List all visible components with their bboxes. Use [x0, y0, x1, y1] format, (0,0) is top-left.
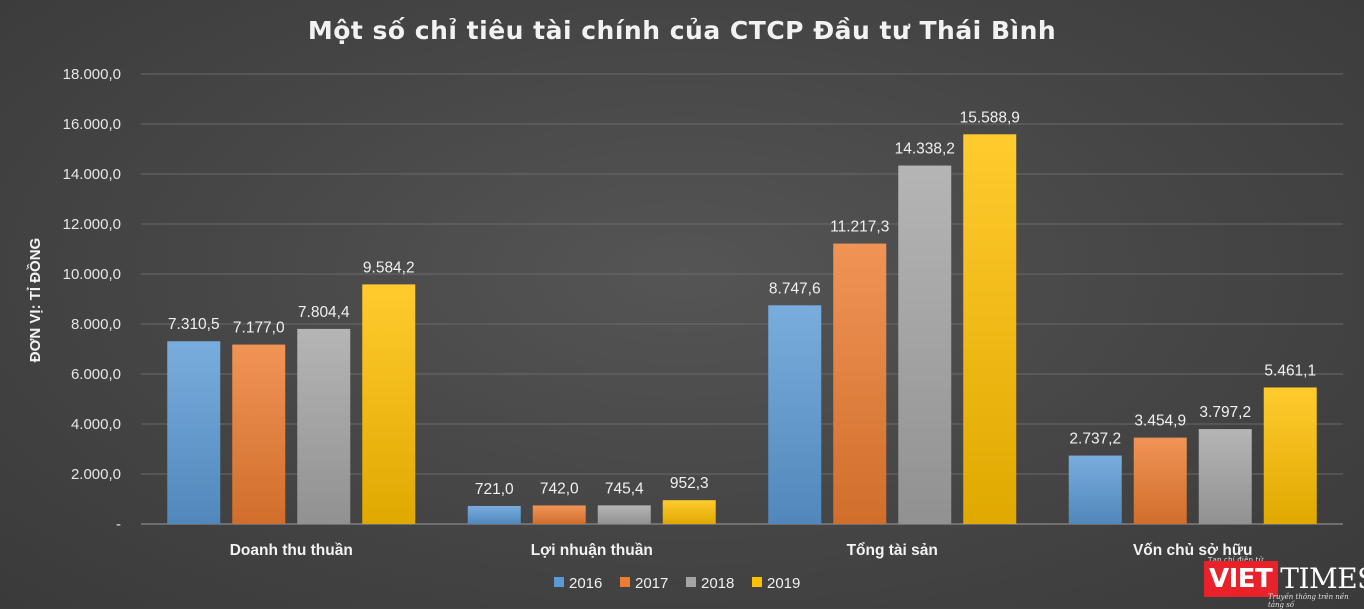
bar-2019	[662, 500, 716, 524]
logo-times-text: TIMES	[1280, 562, 1364, 595]
viettimes-logo: VIET TIMES	[1204, 561, 1364, 597]
data-label: 742,0	[540, 480, 579, 497]
legend-label: 2016	[569, 575, 602, 592]
x-tick-label: Doanh thu thuần	[230, 542, 353, 559]
bar-2017	[532, 505, 586, 524]
data-label: 2.737,2	[1069, 431, 1121, 448]
watermark-small-text: Tạp chí điện tử	[1208, 556, 1264, 564]
y-tick-label: 4.000,0	[71, 416, 121, 433]
bar-2019	[362, 284, 416, 524]
data-label: 14.338,2	[895, 141, 955, 158]
y-tick-label: 10.000,0	[63, 266, 121, 283]
y-tick-label: 16.000,0	[63, 116, 121, 133]
bar-2017	[232, 344, 286, 524]
y-tick-label: 14.000,0	[63, 166, 121, 183]
bar-2017	[833, 243, 887, 524]
data-label: 721,0	[475, 481, 514, 498]
data-label: 7.804,4	[298, 304, 350, 321]
bar-2018	[297, 328, 351, 524]
x-tick-label: Vốn chủ sở hữu	[1133, 542, 1253, 559]
legend-label: 2019	[767, 575, 800, 592]
logo-viet-text: VIET	[1204, 561, 1279, 597]
bar-2016	[768, 305, 822, 524]
data-label: 745,4	[605, 480, 644, 497]
legend-swatch	[752, 577, 762, 587]
bar-2018	[1198, 429, 1252, 524]
legend-swatch	[686, 577, 696, 587]
bar-2019	[963, 134, 1017, 524]
data-label: 3.797,2	[1199, 404, 1251, 421]
data-label: 952,3	[670, 475, 709, 492]
x-tick-label: Tổng tài sản	[847, 542, 938, 559]
y-tick-label: 6.000,0	[71, 366, 121, 383]
y-tick-label: 2.000,0	[71, 466, 121, 483]
chart-title: Một số chỉ tiêu tài chính của CTCP Đầu t…	[308, 16, 1056, 45]
legend-swatch	[620, 577, 630, 587]
data-label: 8.747,6	[769, 280, 821, 297]
y-tick-label: 8.000,0	[71, 316, 121, 333]
bar-2019	[1263, 387, 1317, 524]
bar-2018	[597, 505, 651, 524]
watermark-tagline: Truyền thông trên nền tảng số	[1268, 593, 1349, 609]
bar-2018	[898, 165, 952, 525]
data-label: 5.461,1	[1264, 362, 1316, 379]
legend-label: 2017	[635, 575, 668, 592]
data-label: 11.217,3	[830, 219, 889, 236]
x-tick-label: Lợi nhuận thuần	[531, 542, 653, 559]
data-label: 7.177,0	[233, 320, 285, 337]
bar-2016	[167, 341, 221, 524]
legend-swatch	[554, 577, 564, 587]
y-tick-label: 18.000,0	[63, 66, 121, 83]
bar-2016	[467, 505, 521, 524]
data-label: 9.584,2	[363, 259, 415, 276]
data-label: 15.588,9	[960, 109, 1020, 126]
data-label: 7.310,5	[168, 316, 220, 333]
data-label: 3.454,9	[1134, 413, 1186, 430]
y-tick-label: 12.000,0	[63, 216, 121, 233]
bar-2017	[1133, 437, 1187, 524]
y-tick-label: -	[116, 516, 121, 533]
legend-label: 2018	[701, 575, 734, 592]
y-axis-label: ĐƠN VỊ: TỈ ĐỒNG	[26, 238, 44, 362]
bar-2016	[1068, 455, 1122, 524]
